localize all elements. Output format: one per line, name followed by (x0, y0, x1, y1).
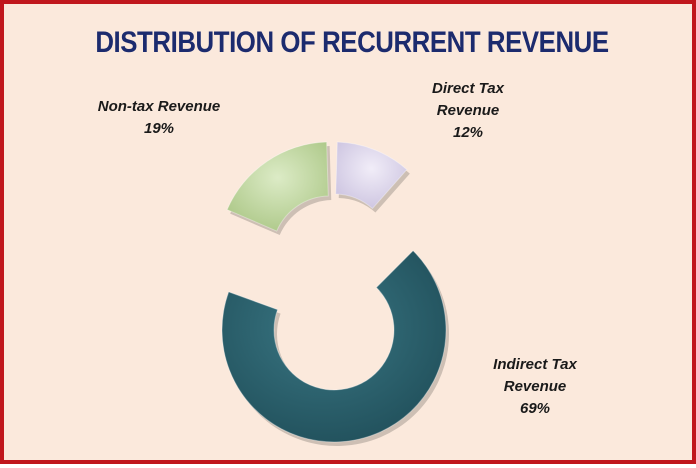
slice-indirect-tax (221, 249, 447, 443)
label-non-tax: Non-tax Revenue 19% (74, 96, 244, 140)
label-indirect-tax: Indirect Tax Revenue 69% (460, 354, 610, 420)
label-non-tax-line1: Non-tax Revenue (97, 98, 221, 115)
chart-title: DISTRIBUTION OF RECURRENT REVENUE (95, 26, 609, 59)
slice-direct-tax (335, 141, 408, 210)
label-non-tax-value: 19% (143, 120, 175, 137)
label-indirect-tax-line2: Revenue (503, 378, 567, 395)
label-direct-tax-line2: Revenue (436, 102, 500, 119)
label-indirect-tax-value: 69% (519, 400, 551, 417)
label-direct-tax-line1: Direct Tax (432, 80, 504, 97)
slice-non-tax (226, 141, 329, 232)
donut-chart (221, 141, 449, 446)
label-direct-tax: Direct Tax Revenue 12% (408, 78, 528, 144)
label-direct-tax-value: 12% (452, 124, 484, 141)
label-indirect-tax-line1: Indirect Tax (493, 356, 577, 373)
